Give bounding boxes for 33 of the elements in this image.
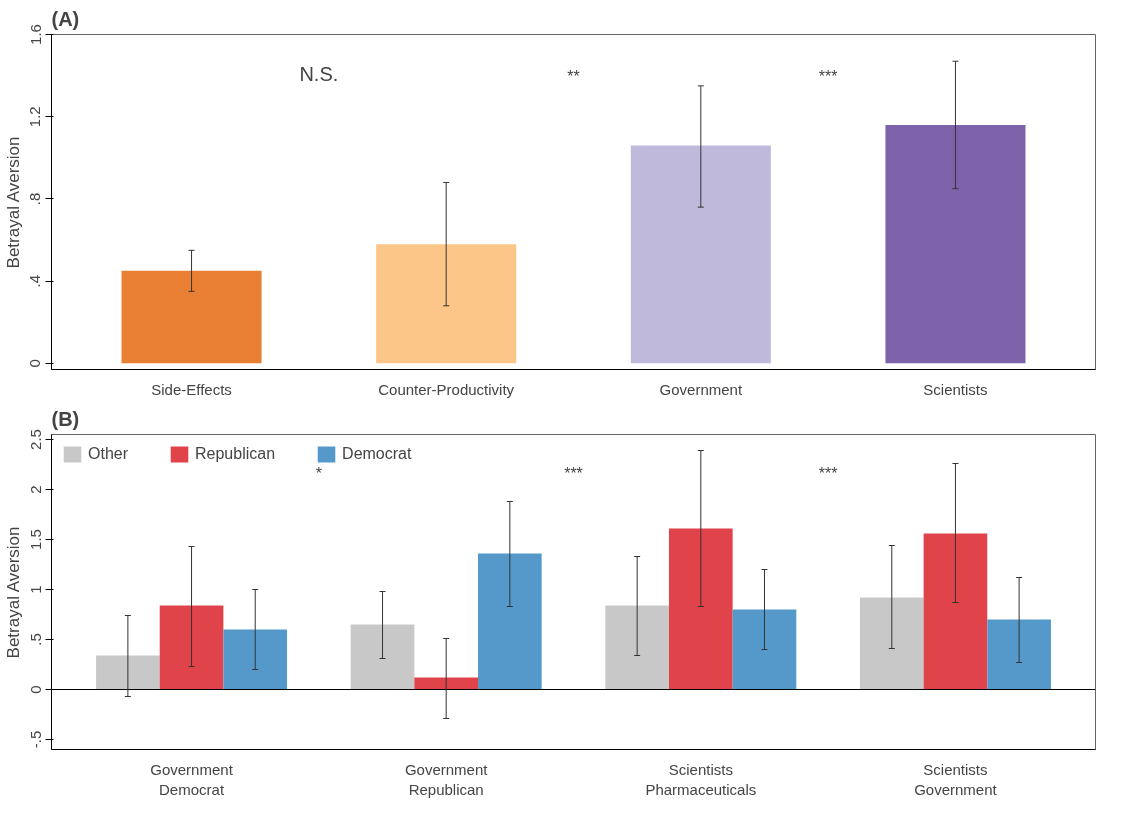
- y-axis-title: Betrayal Aversion: [3, 136, 23, 269]
- y-tick-label: -.5: [26, 730, 44, 749]
- annotation: ***: [818, 464, 838, 482]
- annotation: ***: [818, 67, 838, 85]
- x-tick-label: Scientists: [923, 380, 988, 398]
- y-tick-label: 0: [26, 359, 44, 368]
- y-tick-label: 2: [26, 485, 44, 494]
- x-tick-label: Government Republican: [404, 760, 489, 798]
- annotation: ***: [564, 464, 583, 482]
- x-tick-label: Scientists Pharmaceuticals: [645, 760, 757, 798]
- legend-label: Republican: [195, 445, 276, 463]
- legend-label: Democrat: [342, 445, 412, 463]
- x-tick-label: Government Democrat: [150, 760, 234, 798]
- annotation: N.S.: [299, 62, 339, 85]
- annotation: *: [315, 464, 322, 482]
- x-tick-label: Scientists Government: [914, 760, 998, 798]
- y-axis-title: Betrayal Aversion: [3, 526, 23, 659]
- y-tick-label: 2.5: [26, 429, 44, 450]
- y-tick-label: .8: [26, 192, 44, 206]
- x-tick-label: Side-Effects: [151, 380, 232, 398]
- x-tick-label: Counter-Productivity: [378, 380, 515, 398]
- chart-title: (A): [51, 7, 80, 30]
- y-tick-label: 1.5: [26, 529, 44, 550]
- legend-label: Other: [88, 445, 129, 463]
- y-tick-label: .4: [26, 274, 44, 288]
- y-tick-label: 0: [26, 685, 44, 694]
- x-tick-label: Government: [659, 380, 743, 398]
- y-tick-label: .5: [26, 633, 44, 646]
- y-tick-label: 1.2: [26, 106, 44, 128]
- chart-title: (B): [51, 407, 80, 430]
- y-tick-label: 1: [26, 585, 44, 594]
- y-tick-label: 1.6: [26, 24, 44, 45]
- annotation: **: [567, 67, 580, 85]
